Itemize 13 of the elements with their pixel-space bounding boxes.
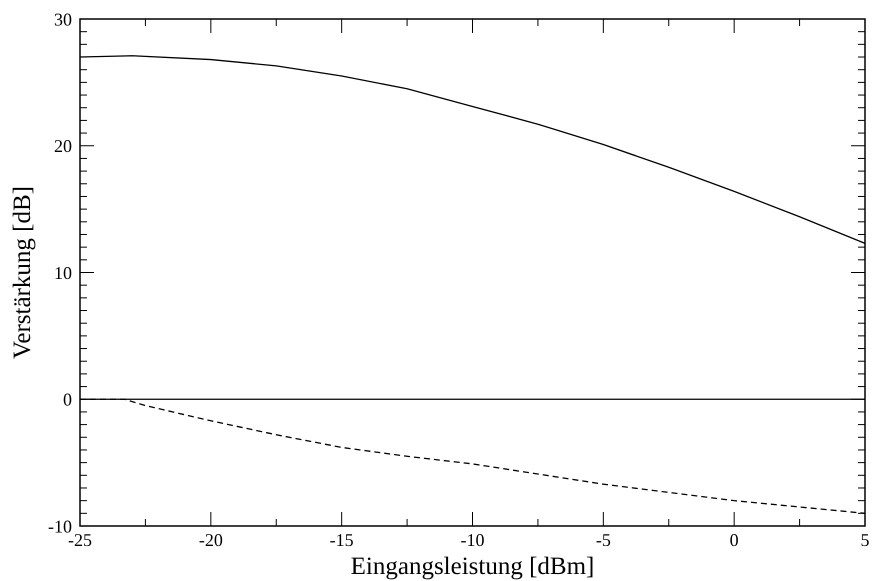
y-axis-title: Verstärkung [dB] (9, 186, 36, 359)
x-tick-label: 5 (860, 530, 870, 550)
x-tick-label: -10 (460, 530, 484, 550)
y-tick-label: 30 (54, 9, 72, 30)
y-tick-label: 20 (54, 136, 72, 156)
y-tick-label: 10 (54, 262, 72, 283)
y-tick-label: -10 (48, 516, 72, 536)
y-tick-label: 0 (63, 390, 72, 410)
x-tick-label: -5 (596, 530, 611, 550)
x-tick-label: -15 (330, 530, 354, 550)
x-tick-label: 0 (730, 530, 739, 550)
x-tick-label: -20 (198, 530, 223, 550)
x-axis-title: Eingangsleistung [dBm] (350, 553, 594, 580)
